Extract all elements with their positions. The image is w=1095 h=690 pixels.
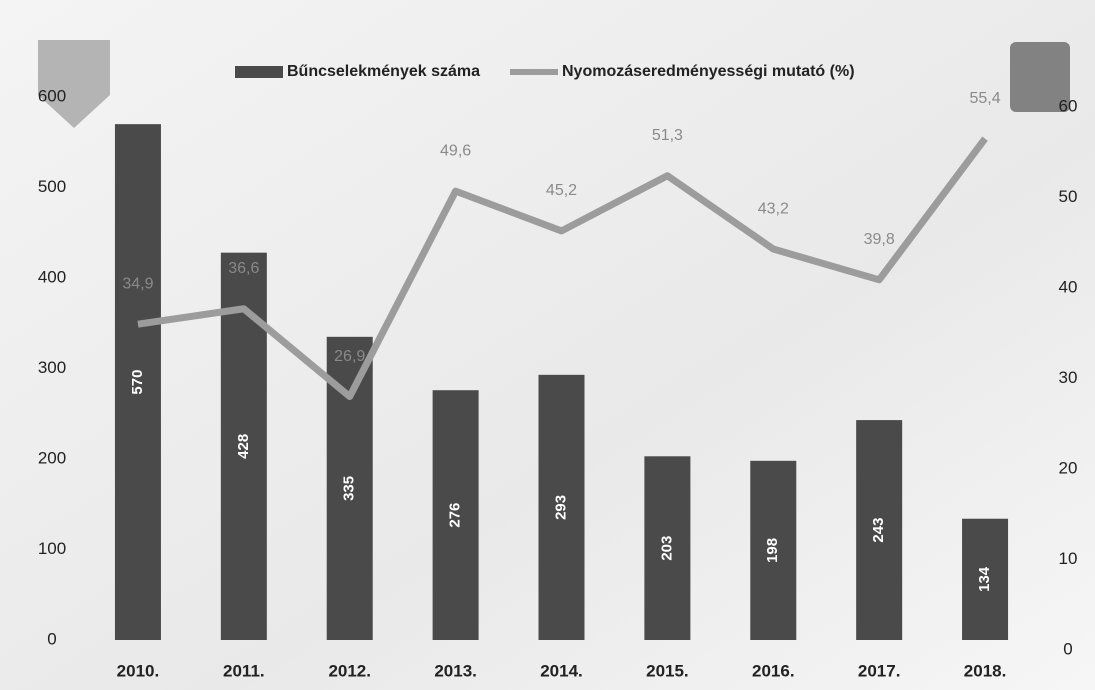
line-value-label: 45,2 [546, 182, 577, 199]
x-tick-label: 2010. [117, 661, 160, 680]
y-tick-label: 200 [38, 448, 66, 467]
y2-tick-label: 50 [1059, 187, 1078, 206]
x-tick-label: 2015. [646, 661, 689, 680]
bar [432, 390, 479, 640]
legend-swatch [235, 66, 283, 78]
bar [538, 374, 585, 640]
line-value-label: 39,8 [864, 231, 895, 248]
bar-value-label: 335 [341, 476, 358, 501]
bar-value-label: 428 [235, 434, 252, 459]
line-value-label: 36,6 [228, 260, 259, 277]
legend-label: Nyomozáseredményességi mutató (%) [562, 63, 855, 80]
bar-value-label: 276 [447, 503, 464, 528]
emblem-left [38, 40, 110, 128]
bar-value-label: 293 [552, 495, 569, 520]
line-value-label: 43,2 [758, 200, 789, 217]
y-tick-label: 100 [38, 539, 66, 558]
bar-value-label: 570 [129, 370, 146, 395]
legend: Bűncselekmények száma Nyomozáseredményess… [235, 63, 855, 80]
line-value-label: 49,6 [440, 142, 471, 159]
bar [962, 518, 1009, 640]
y-tick-label: 300 [38, 358, 66, 377]
bar-value-label: 134 [976, 566, 993, 592]
y2-tick-label: 60 [1059, 96, 1078, 115]
y-tick-label: 400 [38, 267, 66, 286]
x-tick-label: 2017. [858, 661, 901, 680]
x-tick-label: 2018. [964, 661, 1007, 680]
line-value-label: 55,4 [969, 90, 1000, 107]
y-tick-label: 500 [38, 177, 66, 196]
y2-tick-label: 40 [1059, 277, 1078, 296]
bar [750, 460, 797, 640]
y2-tick-label: 30 [1059, 368, 1078, 387]
x-tick-label: 2013. [434, 661, 477, 680]
y-tick-label: 0 [47, 629, 56, 648]
legend-label: Bűncselekmények száma [287, 63, 480, 80]
bar-value-label: 203 [658, 536, 675, 561]
line-value-label: 26,9 [334, 348, 365, 365]
y2-tick-label: 0 [1063, 639, 1072, 658]
line-value-label: 34,9 [122, 275, 153, 292]
bar-value-label: 198 [764, 538, 781, 563]
bar [644, 456, 691, 640]
bar [856, 420, 903, 640]
x-tick-label: 2012. [328, 661, 371, 680]
x-tick-label: 2011. [223, 661, 265, 680]
y2-tick-label: 10 [1059, 549, 1078, 568]
y-tick-label: 600 [38, 86, 66, 105]
bar-value-label: 243 [870, 518, 887, 543]
bar [114, 124, 161, 640]
y2-tick-label: 20 [1059, 458, 1078, 477]
x-tick-label: 2016. [752, 661, 795, 680]
emblem-right [1010, 42, 1070, 112]
line-value-label: 51,3 [652, 127, 683, 144]
line [137, 136, 988, 401]
x-tick-label: 2014. [540, 661, 583, 680]
